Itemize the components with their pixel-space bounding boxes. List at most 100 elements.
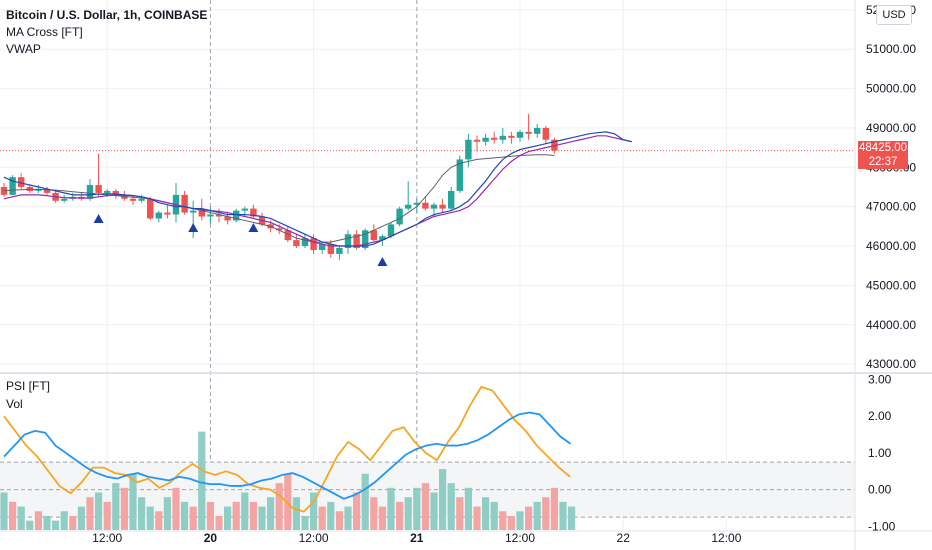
- candle-body: [181, 194, 188, 213]
- legend-ma-cross[interactable]: MA Cross [FT]: [6, 25, 83, 39]
- candle-body: [534, 127, 541, 134]
- volume-bar: [335, 511, 343, 530]
- buy-signal-marker: [93, 214, 104, 223]
- volume-bar: [224, 506, 232, 530]
- candle-body: [190, 210, 197, 213]
- price-tick-label: 44000.00: [866, 318, 916, 332]
- volume-bar: [198, 431, 206, 530]
- candle-body: [516, 131, 524, 138]
- buy-signal-marker: [377, 257, 388, 266]
- volume-bar: [284, 473, 292, 530]
- volume-bar: [9, 501, 17, 530]
- buy-signal-marker: [188, 223, 199, 232]
- last-price-label: 48425.00: [858, 141, 908, 155]
- volume-bar: [206, 501, 214, 530]
- price-tick-label: 50000.00: [866, 82, 916, 96]
- candle-body: [525, 131, 532, 134]
- candle-body: [508, 135, 515, 138]
- volume-bar: [43, 515, 51, 530]
- candle-body: [439, 204, 446, 209]
- legend-psi[interactable]: PSI [FT]: [6, 379, 51, 393]
- volume-bar: [370, 497, 378, 530]
- price-pane[interactable]: [0, 114, 855, 266]
- time-tick-label: 20: [204, 531, 218, 545]
- volume-bar: [267, 497, 275, 530]
- volume-bar: [404, 497, 412, 530]
- candle-body: [310, 238, 317, 250]
- volume-bar: [249, 501, 257, 530]
- candle-body: [250, 208, 257, 217]
- volume-bar: [396, 501, 404, 530]
- volume-bar: [387, 487, 395, 530]
- time-tick-label: 22: [617, 531, 631, 545]
- candle-body: [430, 204, 438, 209]
- price-tick-label: 47000.00: [866, 200, 916, 214]
- volume-bar: [292, 497, 300, 530]
- volume-bar: [301, 515, 309, 530]
- candle-body: [456, 159, 463, 191]
- candle-body: [542, 127, 549, 140]
- candle-body: [327, 244, 334, 254]
- volume-bar: [482, 497, 490, 530]
- candle-body: [301, 238, 309, 247]
- candle-body: [0, 186, 8, 195]
- time-tick-label: 21: [410, 531, 424, 545]
- candle-body: [155, 212, 162, 219]
- candle-body: [224, 216, 231, 221]
- volume-bar: [430, 492, 438, 530]
- legend-vwap[interactable]: VWAP: [6, 42, 41, 56]
- volume-bar: [181, 501, 189, 530]
- candle-body: [499, 135, 506, 140]
- candle-body: [104, 190, 111, 193]
- candle-body: [215, 214, 223, 217]
- indicator-pane[interactable]: [0, 385, 855, 530]
- candle-body: [35, 188, 42, 191]
- currency-button[interactable]: USD: [876, 5, 912, 25]
- psi-orange-line: [3, 385, 571, 513]
- volume-bar: [525, 506, 533, 530]
- time-tick-label: 12:00: [299, 531, 329, 545]
- psi-blue-line: [3, 411, 572, 500]
- volume-bar: [172, 487, 180, 530]
- candle-body: [413, 202, 420, 205]
- psi-tick-label: -1.00: [868, 519, 896, 533]
- volume-bar: [26, 520, 34, 530]
- ma-fast-line: [3, 131, 632, 247]
- candle-body: [344, 234, 352, 248]
- candle-body: [336, 248, 343, 254]
- candle-body: [379, 236, 386, 241]
- volume-bar: [533, 501, 541, 530]
- volume-bar: [232, 501, 240, 530]
- candle-body: [198, 210, 205, 217]
- ma-slow-line: [3, 135, 632, 247]
- candle-body: [95, 185, 102, 193]
- volume-bar: [77, 506, 85, 530]
- volume-bar: [550, 487, 558, 530]
- time-tick-label: 12:00: [92, 531, 122, 545]
- candle-body: [448, 190, 455, 209]
- volume-bar: [499, 511, 507, 530]
- candle-body: [482, 137, 489, 142]
- candle-body: [18, 177, 25, 187]
- countdown-label: 22:37: [858, 155, 908, 169]
- legend-vol[interactable]: Vol: [6, 397, 23, 411]
- volume-bar: [456, 497, 464, 530]
- volume-bar: [241, 492, 249, 530]
- volume-bar: [129, 473, 137, 530]
- symbol-title[interactable]: Bitcoin / U.S. Dollar, 1h, COINBASE: [6, 8, 208, 22]
- volume-bar: [318, 506, 326, 530]
- candle-body: [319, 244, 326, 250]
- volume-bar: [86, 497, 94, 530]
- volume-bar: [155, 511, 163, 530]
- volume-bar: [34, 511, 42, 530]
- candle-body: [465, 139, 472, 160]
- candle-body: [207, 214, 214, 217]
- price-tick-label: 46000.00: [866, 239, 916, 253]
- volume-bar: [275, 483, 283, 530]
- volume-bar: [95, 492, 103, 530]
- volume-bar: [542, 497, 550, 530]
- psi-tick-label: 0.00: [868, 483, 892, 497]
- candle-body: [293, 240, 300, 247]
- volume-bar: [69, 515, 77, 530]
